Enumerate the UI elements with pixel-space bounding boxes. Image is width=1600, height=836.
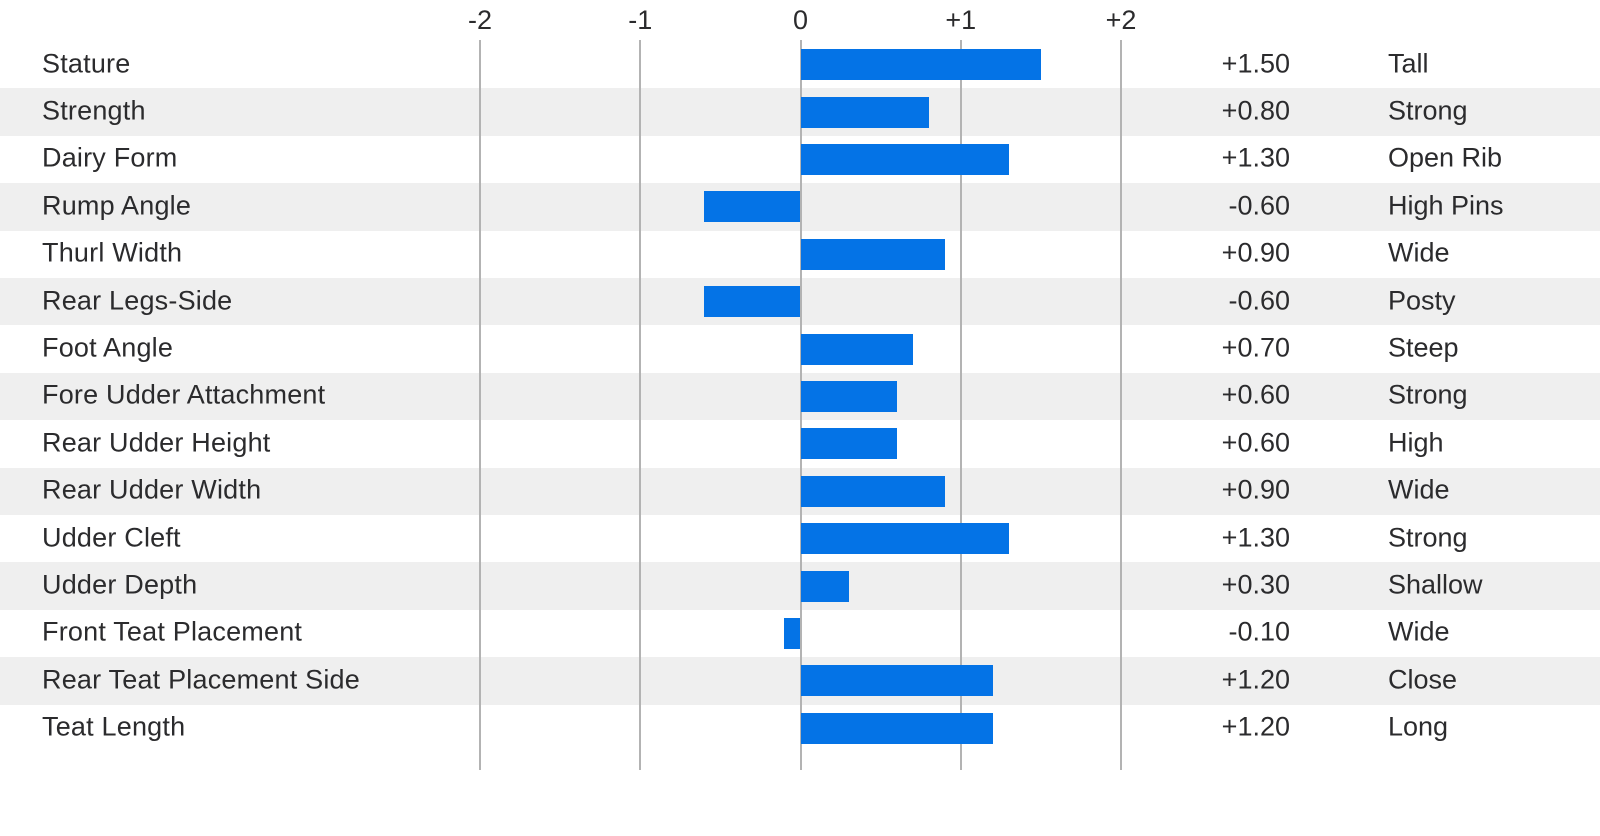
trait-descriptor: Steep: [1388, 332, 1459, 363]
trait-bar: [801, 49, 1042, 81]
trait-row: Thurl Width +0.90 Wide: [0, 231, 1600, 278]
trait-bar: [801, 665, 994, 697]
trait-descriptor: Wide: [1388, 237, 1450, 268]
trait-value: +0.30: [1221, 569, 1290, 600]
axis-tick-label: -1: [628, 5, 653, 35]
trait-descriptor: Wide: [1388, 616, 1450, 647]
trait-value: -0.10: [1228, 616, 1290, 647]
trait-bar: [703, 286, 800, 318]
trait-descriptor: High Pins: [1388, 190, 1504, 221]
trait-name-label: Rear Udder Width: [42, 474, 262, 505]
trait-bar: [801, 96, 930, 128]
trait-descriptor: Open Rib: [1388, 142, 1503, 173]
trait-bar: [703, 191, 800, 223]
trait-descriptor: Tall: [1388, 47, 1429, 78]
trait-value: +0.90: [1221, 237, 1290, 268]
trait-value: +1.50: [1221, 47, 1290, 78]
trait-bar: [801, 523, 1010, 555]
axis-tick-label: +2: [1105, 5, 1137, 35]
trait-bar: [801, 333, 914, 365]
trait-name-label: Foot Angle: [42, 332, 174, 363]
trait-bar: [801, 712, 994, 744]
trait-descriptor: High: [1388, 427, 1444, 458]
trait-name-label: Udder Cleft: [42, 521, 181, 552]
trait-bar: [801, 238, 946, 270]
trait-value: +1.30: [1221, 142, 1290, 173]
trait-row: Front Teat Placement -0.10 Wide: [0, 610, 1600, 657]
trait-value: +0.60: [1221, 379, 1290, 410]
axis-gridline: [959, 40, 962, 770]
trait-name-label: Front Teat Placement: [42, 616, 303, 647]
trait-name-label: Strength: [42, 95, 146, 126]
trait-row: Rear Udder Height +0.60 High: [0, 420, 1600, 467]
trait-row: Teat Length +1.20 Long: [0, 705, 1600, 752]
axis-gridline: [1120, 40, 1122, 770]
trait-value: +0.60: [1221, 427, 1290, 458]
trait-value: +0.90: [1221, 474, 1290, 505]
trait-value: -0.60: [1228, 284, 1290, 315]
axis-gridline: [479, 40, 481, 770]
trait-bar: [801, 428, 898, 460]
trait-descriptor: Posty: [1388, 284, 1456, 315]
axis-tick-label: -2: [467, 5, 493, 35]
trait-name-label: Udder Depth: [42, 569, 198, 600]
trait-value: +0.70: [1221, 332, 1290, 363]
trait-name-label: Rump Angle: [42, 190, 192, 221]
axis-tick-label: +1: [945, 5, 977, 35]
trait-descriptor: Strong: [1388, 95, 1468, 126]
trait-bar: [783, 618, 800, 649]
trait-name-label: Rear Udder Height: [42, 427, 271, 458]
trait-bar: [801, 475, 946, 507]
trait-descriptor: Wide: [1388, 474, 1450, 505]
trait-name-label: Dairy Form: [42, 142, 178, 173]
trait-name-label: Thurl Width: [42, 237, 183, 268]
trait-bar: [801, 381, 898, 412]
trait-value: +1.30: [1221, 521, 1290, 552]
trait-descriptor: Strong: [1388, 521, 1468, 552]
trait-name-label: Rear Teat Placement Side: [42, 664, 360, 695]
trait-bar: [801, 144, 1010, 175]
trait-name-label: Fore Udder Attachment: [42, 379, 326, 410]
trait-row: Stature +1.50 Tall: [0, 41, 1600, 88]
trait-descriptor: Strong: [1388, 379, 1468, 410]
trait-descriptor: Shallow: [1388, 569, 1483, 600]
trait-value: +1.20: [1221, 711, 1290, 742]
trait-value: -0.60: [1228, 190, 1290, 221]
axis-gridline: [799, 40, 802, 770]
trait-row: Udder Cleft +1.30 Strong: [0, 515, 1600, 562]
trait-descriptor: Close: [1388, 664, 1458, 695]
trait-name-label: Rear Legs-Side: [42, 284, 233, 315]
trait-descriptor: Long: [1388, 711, 1449, 742]
trait-row: Foot Angle +0.70 Steep: [0, 325, 1600, 372]
axis-gridline: [639, 40, 642, 770]
axis-tick-label: 0: [792, 5, 809, 35]
trait-row: Dairy Form +1.30 Open Rib: [0, 136, 1600, 183]
trait-value: +0.80: [1221, 95, 1290, 126]
trait-value: +1.20: [1221, 664, 1290, 695]
trait-name-label: Stature: [42, 47, 131, 78]
trait-bar: [801, 570, 850, 602]
trait-name-label: Teat Length: [42, 711, 186, 742]
